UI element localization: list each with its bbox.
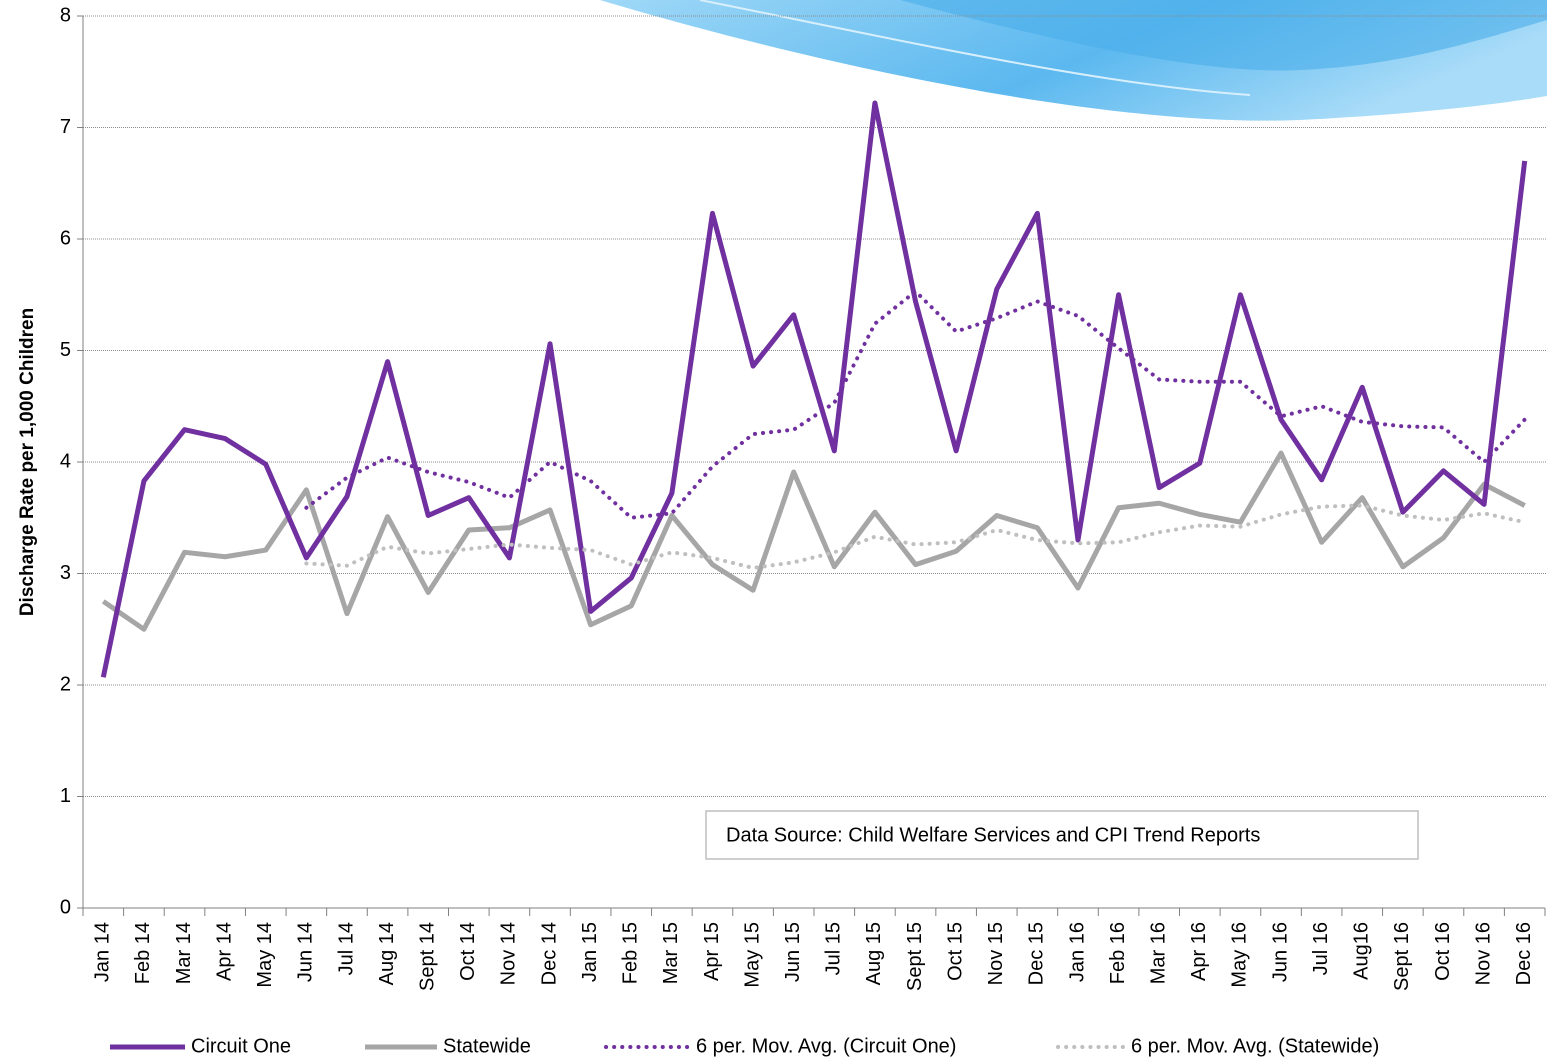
series-line bbox=[103, 103, 1524, 677]
x-tick-label: Oct 15 bbox=[944, 922, 966, 981]
y-tick-label: 6 bbox=[60, 227, 71, 249]
x-tick-label: Jun 14 bbox=[295, 922, 317, 982]
x-tick-label: Jun 15 bbox=[782, 922, 804, 982]
x-tick-label: Sept 16 bbox=[1391, 922, 1413, 991]
x-tick-label: Apr 14 bbox=[213, 922, 235, 981]
x-tick-label: Oct 16 bbox=[1432, 922, 1454, 981]
legend-label: Statewide bbox=[443, 1035, 531, 1057]
x-tick-label: Jan 16 bbox=[1066, 922, 1088, 982]
x-tick-label: Jun 16 bbox=[1269, 922, 1291, 982]
x-tick-label: Apr 16 bbox=[1188, 922, 1210, 981]
legend-label: Circuit One bbox=[191, 1035, 291, 1057]
series-line bbox=[306, 291, 1524, 517]
x-tick-label: Nov 14 bbox=[498, 922, 520, 985]
x-tick-label: Nov 16 bbox=[1472, 922, 1494, 985]
x-tick-label: Aug 15 bbox=[863, 922, 885, 985]
x-tick-label: Sept 14 bbox=[416, 922, 438, 991]
x-tick-label: Dec 15 bbox=[1026, 922, 1048, 985]
x-tick-label: Feb 14 bbox=[132, 922, 154, 984]
annotation: Data Source: Child Welfare Services and … bbox=[726, 824, 1260, 846]
y-tick-label: 2 bbox=[60, 673, 71, 695]
y-tick-label: 3 bbox=[60, 562, 71, 584]
x-tick-label: Apr 15 bbox=[701, 922, 723, 981]
x-tick-label: May 16 bbox=[1229, 922, 1251, 988]
x-tick-label: Feb 16 bbox=[1107, 922, 1129, 984]
x-tick-label: Oct 14 bbox=[457, 922, 479, 981]
x-tick-label: Mar 15 bbox=[660, 922, 682, 984]
x-tick-label: Dec 14 bbox=[538, 922, 560, 985]
x-tick-label: Sept 15 bbox=[904, 922, 926, 991]
y-tick-label: 8 bbox=[60, 4, 71, 26]
decoration bbox=[600, 0, 1547, 121]
x-tick-label: Dec 16 bbox=[1513, 922, 1535, 985]
y-axis-label: Discharge Rate per 1,000 Children bbox=[17, 308, 38, 616]
x-tick-label: May 15 bbox=[741, 922, 763, 988]
x-tick-label: Aug16 bbox=[1351, 922, 1373, 980]
y-tick-label: 1 bbox=[60, 785, 71, 807]
legend-label: 6 per. Mov. Avg. (Circuit One) bbox=[696, 1035, 956, 1057]
legend-label: 6 per. Mov. Avg. (Statewide) bbox=[1131, 1035, 1379, 1057]
x-tick-label: Jul 14 bbox=[335, 922, 357, 975]
y-tick-label: 7 bbox=[60, 116, 71, 138]
x-tick-label: Mar 14 bbox=[173, 922, 195, 984]
series-line bbox=[306, 505, 1524, 567]
x-tick-label: Feb 15 bbox=[620, 922, 642, 984]
y-tick-label: 5 bbox=[60, 339, 71, 361]
y-tick-label: 0 bbox=[60, 896, 71, 918]
x-tick-label: Mar 16 bbox=[1147, 922, 1169, 984]
y-tick-label: 4 bbox=[60, 450, 71, 472]
x-tick-label: Jan 14 bbox=[92, 922, 114, 982]
x-tick-label: Jan 15 bbox=[579, 922, 601, 982]
x-tick-label: May 14 bbox=[254, 922, 276, 988]
x-tick-label: Aug 14 bbox=[376, 922, 398, 985]
x-tick-label: Jul 16 bbox=[1310, 922, 1332, 975]
x-tick-label: Nov 15 bbox=[985, 922, 1007, 985]
x-tick-label: Jul 15 bbox=[823, 922, 845, 975]
chart: Data Source: Child Welfare Services and … bbox=[0, 0, 1547, 1063]
